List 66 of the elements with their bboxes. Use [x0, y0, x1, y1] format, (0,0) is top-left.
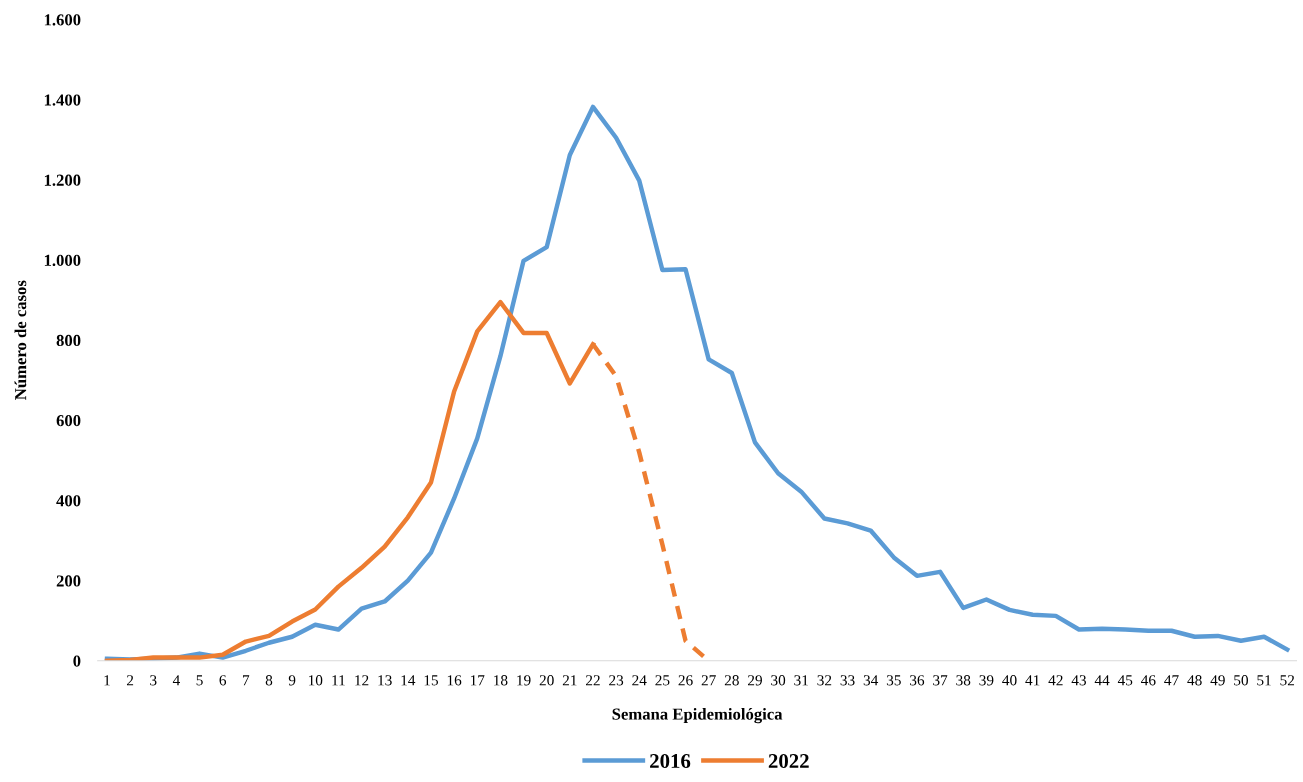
- x-tick-label: 6: [219, 675, 227, 686]
- y-tick-label: 1.400: [44, 94, 81, 106]
- y-axis-title: Número de casos: [14, 280, 27, 400]
- x-tick-label: 34: [863, 675, 879, 686]
- x-tick-label: 28: [724, 675, 739, 686]
- x-tick-label: 38: [956, 675, 971, 686]
- x-tick-label: 21: [562, 675, 577, 686]
- x-tick-label: 29: [747, 675, 762, 686]
- x-tick-label: 14: [401, 675, 416, 686]
- x-tick-label: 26: [678, 675, 693, 686]
- x-tick-label: 23: [609, 675, 624, 686]
- x-tick-label: 22: [586, 675, 600, 686]
- y-tick-label: 1.600: [44, 14, 81, 26]
- x-tick-label: 40: [1002, 675, 1017, 686]
- x-tick-label: 25: [655, 675, 670, 686]
- x-tick-label: 17: [470, 675, 485, 686]
- x-tick-label: 44: [1094, 675, 1110, 686]
- x-axis-title: Semana Epidemiológica: [612, 707, 783, 724]
- y-tick-label: 1.200: [44, 174, 81, 186]
- x-tick-label: 49: [1210, 675, 1225, 686]
- x-tick-label: 48: [1187, 675, 1202, 686]
- x-tick-label: 39: [979, 675, 994, 686]
- y-tick-label: 800: [56, 334, 81, 347]
- x-tick-label: 46: [1141, 675, 1156, 686]
- x-tick-label: 52: [1280, 675, 1295, 686]
- x-tick-label: 5: [196, 675, 203, 686]
- x-tick-label: 33: [840, 675, 855, 686]
- x-tick-label: 8: [265, 675, 273, 686]
- x-tick-label: 32: [817, 675, 832, 686]
- x-tick-label: 50: [1234, 675, 1248, 686]
- x-tick-label: 42: [1048, 675, 1063, 686]
- x-tick-label: 51: [1257, 675, 1271, 686]
- y-tick-label: 1.000: [44, 254, 81, 267]
- x-tick-label: 18: [494, 675, 508, 686]
- x-tick-label: 43: [1071, 675, 1086, 686]
- x-tick-label: 45: [1117, 675, 1133, 686]
- x-tick-label: 13: [378, 675, 392, 686]
- x-tick-label: 1: [104, 675, 110, 686]
- x-tick-label: 47: [1164, 675, 1179, 686]
- x-tick-label: 15: [424, 675, 439, 686]
- x-tick-label: 12: [355, 675, 369, 686]
- x-tick-label: 31: [794, 675, 808, 686]
- x-tick-label: 16: [447, 675, 462, 686]
- x-tick-label: 37: [933, 675, 948, 686]
- x-tick-label: 30: [771, 675, 786, 686]
- y-tick-label: 600: [56, 415, 81, 427]
- y-tick-label: 400: [56, 495, 81, 507]
- legend-label: 2016: [650, 754, 691, 769]
- x-tick-label: 10: [308, 675, 323, 686]
- x-tick-label: 27: [701, 675, 716, 686]
- x-tick-label: 9: [288, 675, 296, 686]
- x-tick-label: 19: [517, 675, 531, 686]
- x-tick-label: 36: [910, 675, 925, 686]
- x-tick-label: 24: [632, 675, 647, 686]
- y-tick-label: 200: [56, 575, 81, 587]
- y-tick-label: 0: [73, 655, 81, 667]
- x-tick-label: 20: [539, 675, 554, 686]
- x-tick-label: 3: [150, 675, 157, 686]
- x-tick-label: 11: [332, 675, 345, 686]
- x-tick-label: 4: [172, 675, 180, 686]
- x-tick-label: 35: [886, 675, 901, 686]
- legend-label: 2022: [768, 754, 809, 769]
- x-tick-label: 2: [126, 675, 134, 686]
- x-tick-label: 41: [1025, 675, 1040, 686]
- line-series: [104, 104, 1290, 661]
- x-tick-label: 7: [243, 675, 250, 686]
